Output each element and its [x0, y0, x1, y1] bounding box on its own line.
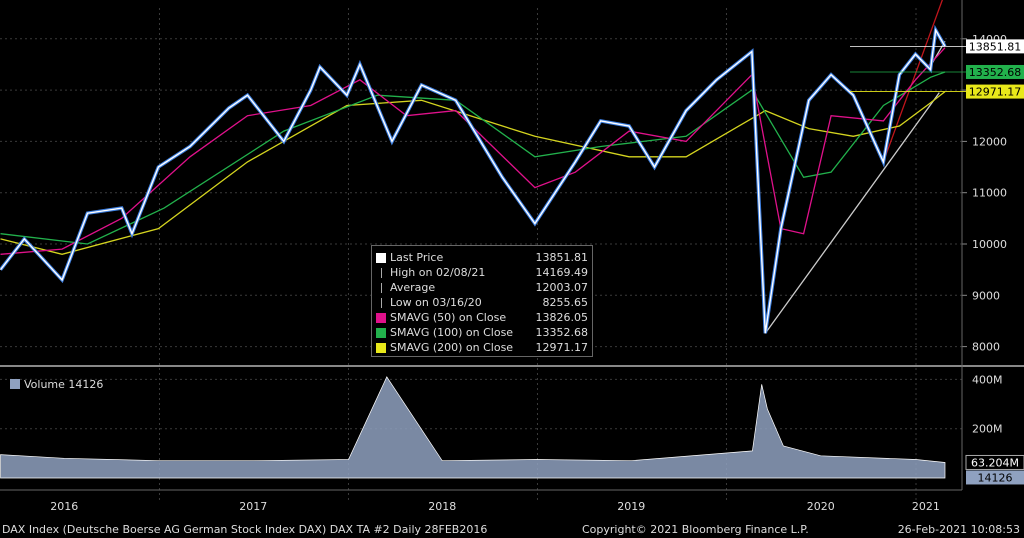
price-lines: [0, 0, 947, 334]
trendline: [764, 92, 940, 334]
legend-swatch: [381, 298, 382, 308]
footer-timestamp: 26-Feb-2021 10:08:53: [897, 523, 1020, 536]
volume-label: Volume 14126: [24, 378, 104, 391]
legend-swatch: [376, 253, 386, 263]
legend-label: SMAVG (50) on Close: [390, 311, 507, 324]
legend-value: 13352.68: [535, 326, 589, 339]
legend-value: 13826.05: [535, 311, 589, 324]
legend-item: SMAVG (200) on Close 12971.17: [376, 340, 588, 355]
chart-legend: Last Price 13851.81 High on 02/08/21 14169.…: [371, 245, 593, 357]
legend-item: High on 02/08/21 14169.49: [376, 265, 588, 280]
legend-swatch: [376, 343, 386, 353]
legend-label: High on 02/08/21: [390, 266, 486, 279]
legend-swatch: [376, 313, 386, 323]
series-smavg-100-on-close: [0, 71, 946, 245]
volume-tag-box: [965, 454, 1024, 470]
volume-last-box: [966, 470, 1024, 485]
legend-value: 8255.65: [542, 296, 589, 309]
volume-tick-label: 200M: [972, 423, 1003, 436]
legend-item: SMAVG (100) on Close 13352.68: [376, 325, 588, 340]
year-label: 2017: [239, 500, 267, 513]
footer-copyright: Copyright© 2021 Bloomberg Finance L.P.: [582, 523, 809, 536]
series-last-price: [0, 27, 946, 334]
price-tick-label: 11000: [972, 187, 1007, 200]
year-label: 2018: [428, 500, 456, 513]
legend-label: SMAVG (100) on Close: [390, 326, 514, 339]
footer-description: DAX Index (Deutsche Boerse AG German Sto…: [2, 523, 488, 536]
volume-tick-label: 400M: [972, 373, 1003, 386]
legend-value: 14169.49: [535, 266, 589, 279]
legend-item: Last Price 13851.81: [376, 250, 588, 265]
volume-legend: Volume 14126: [10, 378, 103, 391]
legend-swatch: [376, 328, 386, 338]
legend-swatch: [381, 283, 382, 293]
price-tag-value: 12971.17: [969, 86, 1022, 99]
price-tag-value: 13352.68: [969, 66, 1022, 79]
price-tick-label: 9000: [972, 289, 1000, 302]
price-tag-box: [966, 64, 1024, 79]
volume-tag-value: 63.204M: [971, 456, 1019, 469]
axis-lines: [0, 0, 1024, 491]
year-label: 2020: [807, 500, 835, 513]
legend-value: 12003.07: [535, 281, 589, 294]
legend-label: SMAVG (200) on Close: [390, 341, 514, 354]
year-label: 2016: [50, 500, 78, 513]
legend-label: Low on 03/16/20: [390, 296, 482, 309]
price-tags: 13851.81 13352.68 12971.17 63.204M 14126: [850, 39, 1024, 485]
volume-panel: [0, 376, 946, 479]
volume-last-value: 14126: [978, 471, 1013, 484]
legend-item: Average 12003.07: [376, 280, 588, 295]
legend-value: 12971.17: [535, 341, 589, 354]
legend-label: Average: [390, 281, 436, 294]
legend-swatch: [381, 268, 382, 278]
series-smavg-200-on-close: [0, 91, 946, 255]
legend-value: 13851.81: [535, 251, 589, 264]
series-smavg-50-on-close: [0, 47, 946, 255]
price-tag-value: 13851.81: [969, 40, 1022, 53]
legend-label: Last Price: [390, 251, 444, 264]
price-tag-box: [966, 84, 1024, 99]
volume-area: [0, 376, 946, 479]
price-tick-label: 12000: [972, 135, 1007, 148]
price-tick-label: 8000: [972, 341, 1000, 354]
trendline: [882, 0, 944, 163]
legend-item: SMAVG (50) on Close 13826.05: [376, 310, 588, 325]
volume-swatch: [10, 379, 20, 389]
legend-item: Low on 03/16/20 8255.65: [376, 295, 588, 310]
price-tag-box: [966, 39, 1024, 54]
price-tick-label: 10000: [972, 238, 1007, 251]
year-label: 2019: [617, 500, 645, 513]
year-label: 2021: [912, 500, 940, 513]
